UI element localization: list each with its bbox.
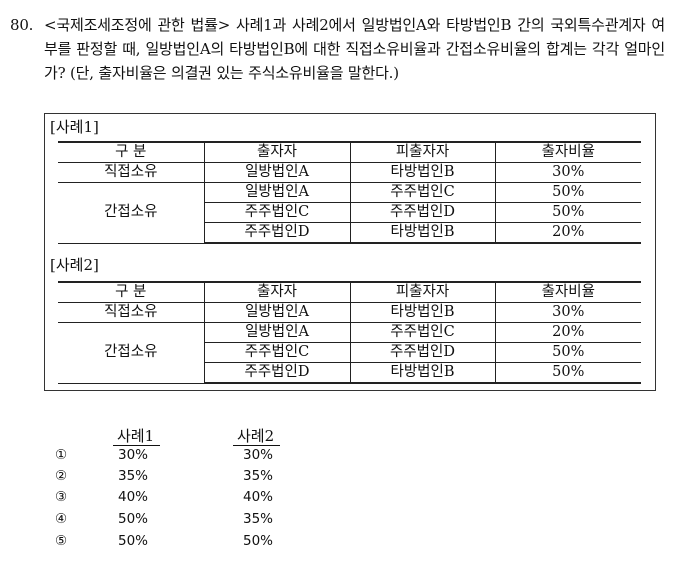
table-row: 주주법인C 주주법인D 50%	[58, 202, 641, 223]
option-case2-value: 50%	[243, 533, 274, 549]
category-indirect: 간접소유	[58, 322, 205, 384]
category-direct: 직접소유	[58, 302, 205, 323]
option-case1-value: 50%	[118, 533, 149, 549]
header-ratio: 출자비율	[494, 141, 641, 163]
option-mark: ①	[55, 447, 68, 463]
investee-cell: 주주법인C	[349, 322, 496, 343]
header-investee: 피출자자	[349, 281, 496, 303]
header-investor: 출자자	[203, 141, 351, 163]
investor-cell: 일방법인A	[203, 302, 351, 323]
ratio-cell: 30%	[494, 302, 641, 323]
answer-col-header-case2: 사례2	[233, 425, 281, 446]
investee-cell: 주주법인C	[349, 182, 496, 203]
ratio-cell: 50%	[494, 202, 641, 223]
investee-cell: 타방법인B	[349, 302, 496, 323]
table-row: 직접소유 일방법인A 타방법인B 30%	[58, 162, 641, 183]
option-case2-value: 35%	[243, 468, 274, 484]
table-row: 주주법인C 주주법인D 50%	[58, 342, 641, 363]
option-case1-value: 40%	[118, 489, 149, 505]
question-text: <국제조세조정에 관한 법률> 사례1과 사례2에서 일방법인A와 타방법인B …	[44, 16, 665, 82]
case1-table: 구 분 출자자 피출자자 출자비율 직접소유 일방법인A 타방법인B 30% 간…	[58, 141, 641, 244]
question: 80. <국제조세조정에 관한 법률> 사례1과 사례2에서 일방법인A와 타방…	[10, 13, 665, 85]
table-row: 간접소유 일방법인A 주주법인C 50%	[58, 182, 641, 244]
investor-cell: 주주법인D	[203, 362, 351, 384]
question-number: 80.	[10, 16, 34, 34]
option-case1-value: 50%	[118, 511, 149, 527]
table-row: 간접소유 일방법인A 주주법인C 20%	[58, 322, 641, 384]
investor-cell: 주주법인C	[203, 202, 351, 223]
option-case2-value: 30%	[243, 447, 274, 463]
header-ratio: 출자비율	[494, 281, 641, 303]
case2-label: [사례2]	[50, 256, 99, 274]
category-indirect: 간접소유	[58, 182, 205, 244]
table-row: 주주법인D 타방법인B 20%	[58, 222, 641, 244]
case1-label: [사례1]	[50, 118, 99, 136]
investor-cell: 일방법인A	[203, 182, 351, 203]
ratio-cell: 50%	[494, 362, 641, 384]
case2-table: 구 분 출자자 피출자자 출자비율 직접소유 일방법인A 타방법인B 30% 간…	[58, 281, 641, 384]
option-case1-value: 30%	[118, 447, 149, 463]
table-header-row: 구 분 출자자 피출자자 출자비율	[58, 141, 641, 163]
ratio-cell: 20%	[494, 222, 641, 244]
investee-cell: 타방법인B	[349, 222, 496, 244]
header-category: 구 분	[58, 141, 205, 163]
option-case2-value: 40%	[243, 489, 274, 505]
ratio-cell: 50%	[494, 342, 641, 363]
investor-cell: 주주법인D	[203, 222, 351, 244]
ratio-cell: 50%	[494, 182, 641, 203]
option-case2-value: 35%	[243, 511, 274, 527]
option-mark: ⑤	[55, 533, 68, 549]
investee-cell: 주주법인D	[349, 342, 496, 363]
investor-cell: 일방법인A	[203, 322, 351, 343]
ratio-cell: 20%	[494, 322, 641, 343]
investor-cell: 주주법인C	[203, 342, 351, 363]
category-direct: 직접소유	[58, 162, 205, 183]
investor-cell: 일방법인A	[203, 162, 351, 183]
investee-cell: 주주법인D	[349, 202, 496, 223]
header-category: 구 분	[58, 281, 205, 303]
table-row: 주주법인D 타방법인B 50%	[58, 362, 641, 384]
ratio-cell: 30%	[494, 162, 641, 183]
investee-cell: 타방법인B	[349, 362, 496, 384]
option-case1-value: 35%	[118, 468, 149, 484]
table-header-row: 구 분 출자자 피출자자 출자비율	[58, 281, 641, 303]
table-row: 직접소유 일방법인A 타방법인B 30%	[58, 302, 641, 323]
option-mark: ②	[55, 468, 68, 484]
answer-col-header-case1: 사례1	[113, 425, 161, 446]
option-mark: ③	[55, 489, 68, 505]
header-investee: 피출자자	[349, 141, 496, 163]
header-investor: 출자자	[203, 281, 351, 303]
investee-cell: 타방법인B	[349, 162, 496, 183]
cases-box: [사례1] 구 분 출자자 피출자자 출자비율 직접소유 일방법인A 타방법인B…	[44, 113, 656, 391]
option-mark: ④	[55, 511, 68, 527]
